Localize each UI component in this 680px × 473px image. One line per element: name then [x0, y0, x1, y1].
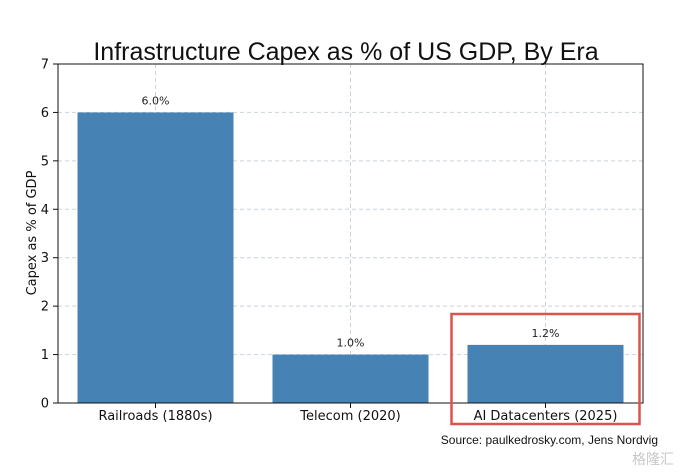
y-tick-label: 3	[41, 251, 49, 266]
data-label: 6.0%	[142, 94, 170, 107]
x-tick-label: AI Datacenters (2025)	[474, 409, 618, 424]
bar	[272, 354, 429, 403]
data-labels: 6.0% 1.0% 1.2%	[142, 94, 560, 349]
x-tick-label: Railroads (1880s)	[98, 409, 212, 424]
watermark: 格隆汇	[632, 452, 674, 468]
y-tick-label: 7	[41, 58, 49, 73]
highlight-box	[450, 312, 641, 426]
tick-labels: 0 1 2 3 4 5 6 7 Railroads (1880s) Telecom (2020) A…	[41, 58, 618, 425]
bar	[467, 344, 624, 403]
x-tick-label: Telecom (2020)	[299, 409, 400, 424]
chart-title: Infrastructure Capex as % of US GDP, By …	[93, 38, 599, 66]
y-tick-label: 5	[41, 154, 49, 169]
bars	[77, 112, 624, 403]
data-label: 1.2%	[532, 327, 560, 340]
y-tick-label: 2	[41, 300, 49, 315]
source-note: Source: paulkedrosky.com, Jens Nordvig	[440, 433, 658, 447]
data-label: 1.0%	[337, 337, 365, 350]
bar	[77, 112, 234, 403]
y-axis-label: Capex as % of GDP	[25, 170, 40, 295]
y-tick-label: 1	[41, 348, 49, 363]
y-tick-label: 0	[41, 397, 49, 412]
y-tick-label: 4	[41, 203, 49, 218]
y-tick-label: 6	[41, 106, 49, 121]
